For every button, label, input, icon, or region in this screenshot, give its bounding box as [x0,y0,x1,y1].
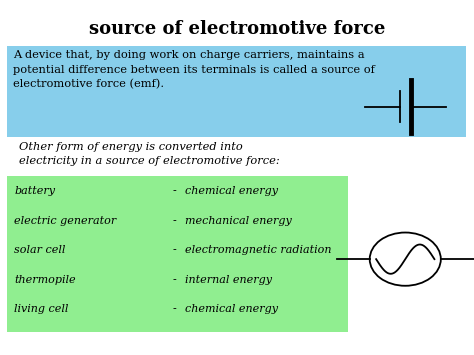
FancyBboxPatch shape [7,46,466,137]
Text: -: - [173,304,177,314]
Text: source of electromotive force: source of electromotive force [89,20,385,38]
Text: -: - [173,186,177,196]
Text: -: - [173,216,177,226]
Text: chemical energy: chemical energy [185,186,278,196]
Text: electromagnetic radiation: electromagnetic radiation [185,245,331,255]
Text: battery: battery [14,186,55,196]
Text: mechanical energy: mechanical energy [185,216,292,226]
Text: electric generator: electric generator [14,216,117,226]
FancyBboxPatch shape [7,176,348,332]
Text: A device that, by doing work on charge carriers, maintains a
potential differenc: A device that, by doing work on charge c… [13,50,374,90]
Text: thermopile: thermopile [14,275,76,285]
Text: internal energy: internal energy [185,275,272,285]
Text: -: - [173,275,177,285]
Text: living cell: living cell [14,304,69,314]
Text: Other form of energy is converted into
electricity in a source of electromotive : Other form of energy is converted into e… [19,142,280,166]
Text: solar cell: solar cell [14,245,65,255]
Text: -: - [173,245,177,255]
Text: chemical energy: chemical energy [185,304,278,314]
